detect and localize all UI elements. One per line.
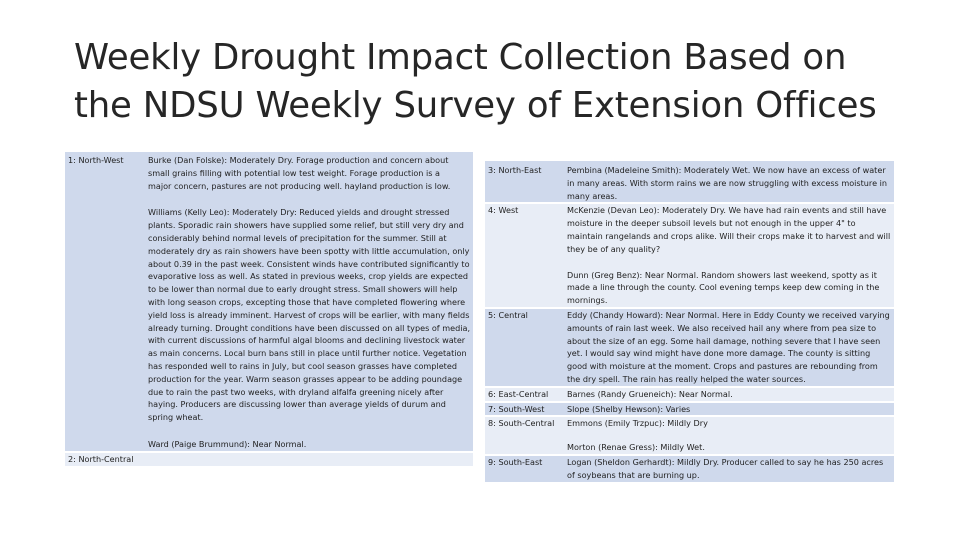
region-label-north-central: 2: North-Central xyxy=(65,451,145,468)
region-label-south-central: 8: South-Central xyxy=(485,416,564,456)
region-report-west: McKenzie (Devan Leo): Moderately Dry. We… xyxy=(564,203,894,309)
report-ward: Ward (Paige Brummund): Near Normal. xyxy=(148,438,307,449)
region-report-north-central xyxy=(145,451,473,468)
table-row-east-central: 6: East-Central Barnes (Randy Grueneich)… xyxy=(485,386,894,403)
region-label-east-central: 6: East-Central xyxy=(485,386,564,403)
region-label-west: 4: West xyxy=(485,203,564,309)
region-label-north-east: 3: North-East xyxy=(485,161,564,205)
table-row-central: 5: Central Eddy (Chandy Howard): Near No… xyxy=(485,307,894,388)
region-label-central: 5: Central xyxy=(485,307,564,388)
region-report-south-west: Slope (Shelby Hewson): Varies xyxy=(564,401,894,418)
region-report-east-central: Barnes (Randy Grueneich): Near Normal. xyxy=(564,386,894,403)
table-row-north-west: 1: North-West Burke (Dan Folske): Modera… xyxy=(65,152,473,453)
region-report-north-east: Pembina (Madeleine Smith): Moderately We… xyxy=(564,161,894,205)
left-region-table: 1: North-West Burke (Dan Folske): Modera… xyxy=(65,152,473,468)
report-emmons: Emmons (Emily Trzpuc): Mildly Dry xyxy=(567,418,708,429)
region-label-south-west: 7: South-West xyxy=(485,401,564,418)
table-row-north-central: 2: North-Central xyxy=(65,451,473,468)
report-williams: Williams (Kelly Leo): Moderately Dry: Re… xyxy=(148,207,471,423)
report-burke: Burke (Dan Folske): Moderately Dry. Fora… xyxy=(148,155,451,191)
slide-title: Weekly Drought Impact Collection Based o… xyxy=(74,37,877,126)
region-label-north-west: 1: North-West xyxy=(65,152,145,453)
right-region-table: 3: North-East Pembina (Madeleine Smith):… xyxy=(485,161,894,484)
table-row-north-east: 3: North-East Pembina (Madeleine Smith):… xyxy=(485,161,894,205)
report-morton: Morton (Renae Gress): Mildly Wet. xyxy=(567,442,705,453)
region-report-central: Eddy (Chandy Howard): Near Normal. Here … xyxy=(564,307,894,388)
region-report-north-west: Burke (Dan Folske): Moderately Dry. Fora… xyxy=(145,152,473,453)
region-report-south-central: Emmons (Emily Trzpuc): Mildly Dry Morton… xyxy=(564,416,894,456)
report-dunn: Dunn (Greg Benz): Near Normal. Random sh… xyxy=(567,269,880,306)
table-row-west: 4: West McKenzie (Devan Leo): Moderately… xyxy=(485,203,894,309)
table-row-south-east: 9: South-East Logan (Sheldon Gerhardt): … xyxy=(485,454,894,484)
region-report-south-east: Logan (Sheldon Gerhardt): Mildly Dry. Pr… xyxy=(564,454,894,484)
table-row-south-central: 8: South-Central Emmons (Emily Trzpuc): … xyxy=(485,416,894,456)
report-mckenzie: McKenzie (Devan Leo): Moderately Dry. We… xyxy=(567,205,891,254)
table-row-south-west: 7: South-West Slope (Shelby Hewson): Var… xyxy=(485,401,894,418)
region-label-south-east: 9: South-East xyxy=(485,454,564,484)
